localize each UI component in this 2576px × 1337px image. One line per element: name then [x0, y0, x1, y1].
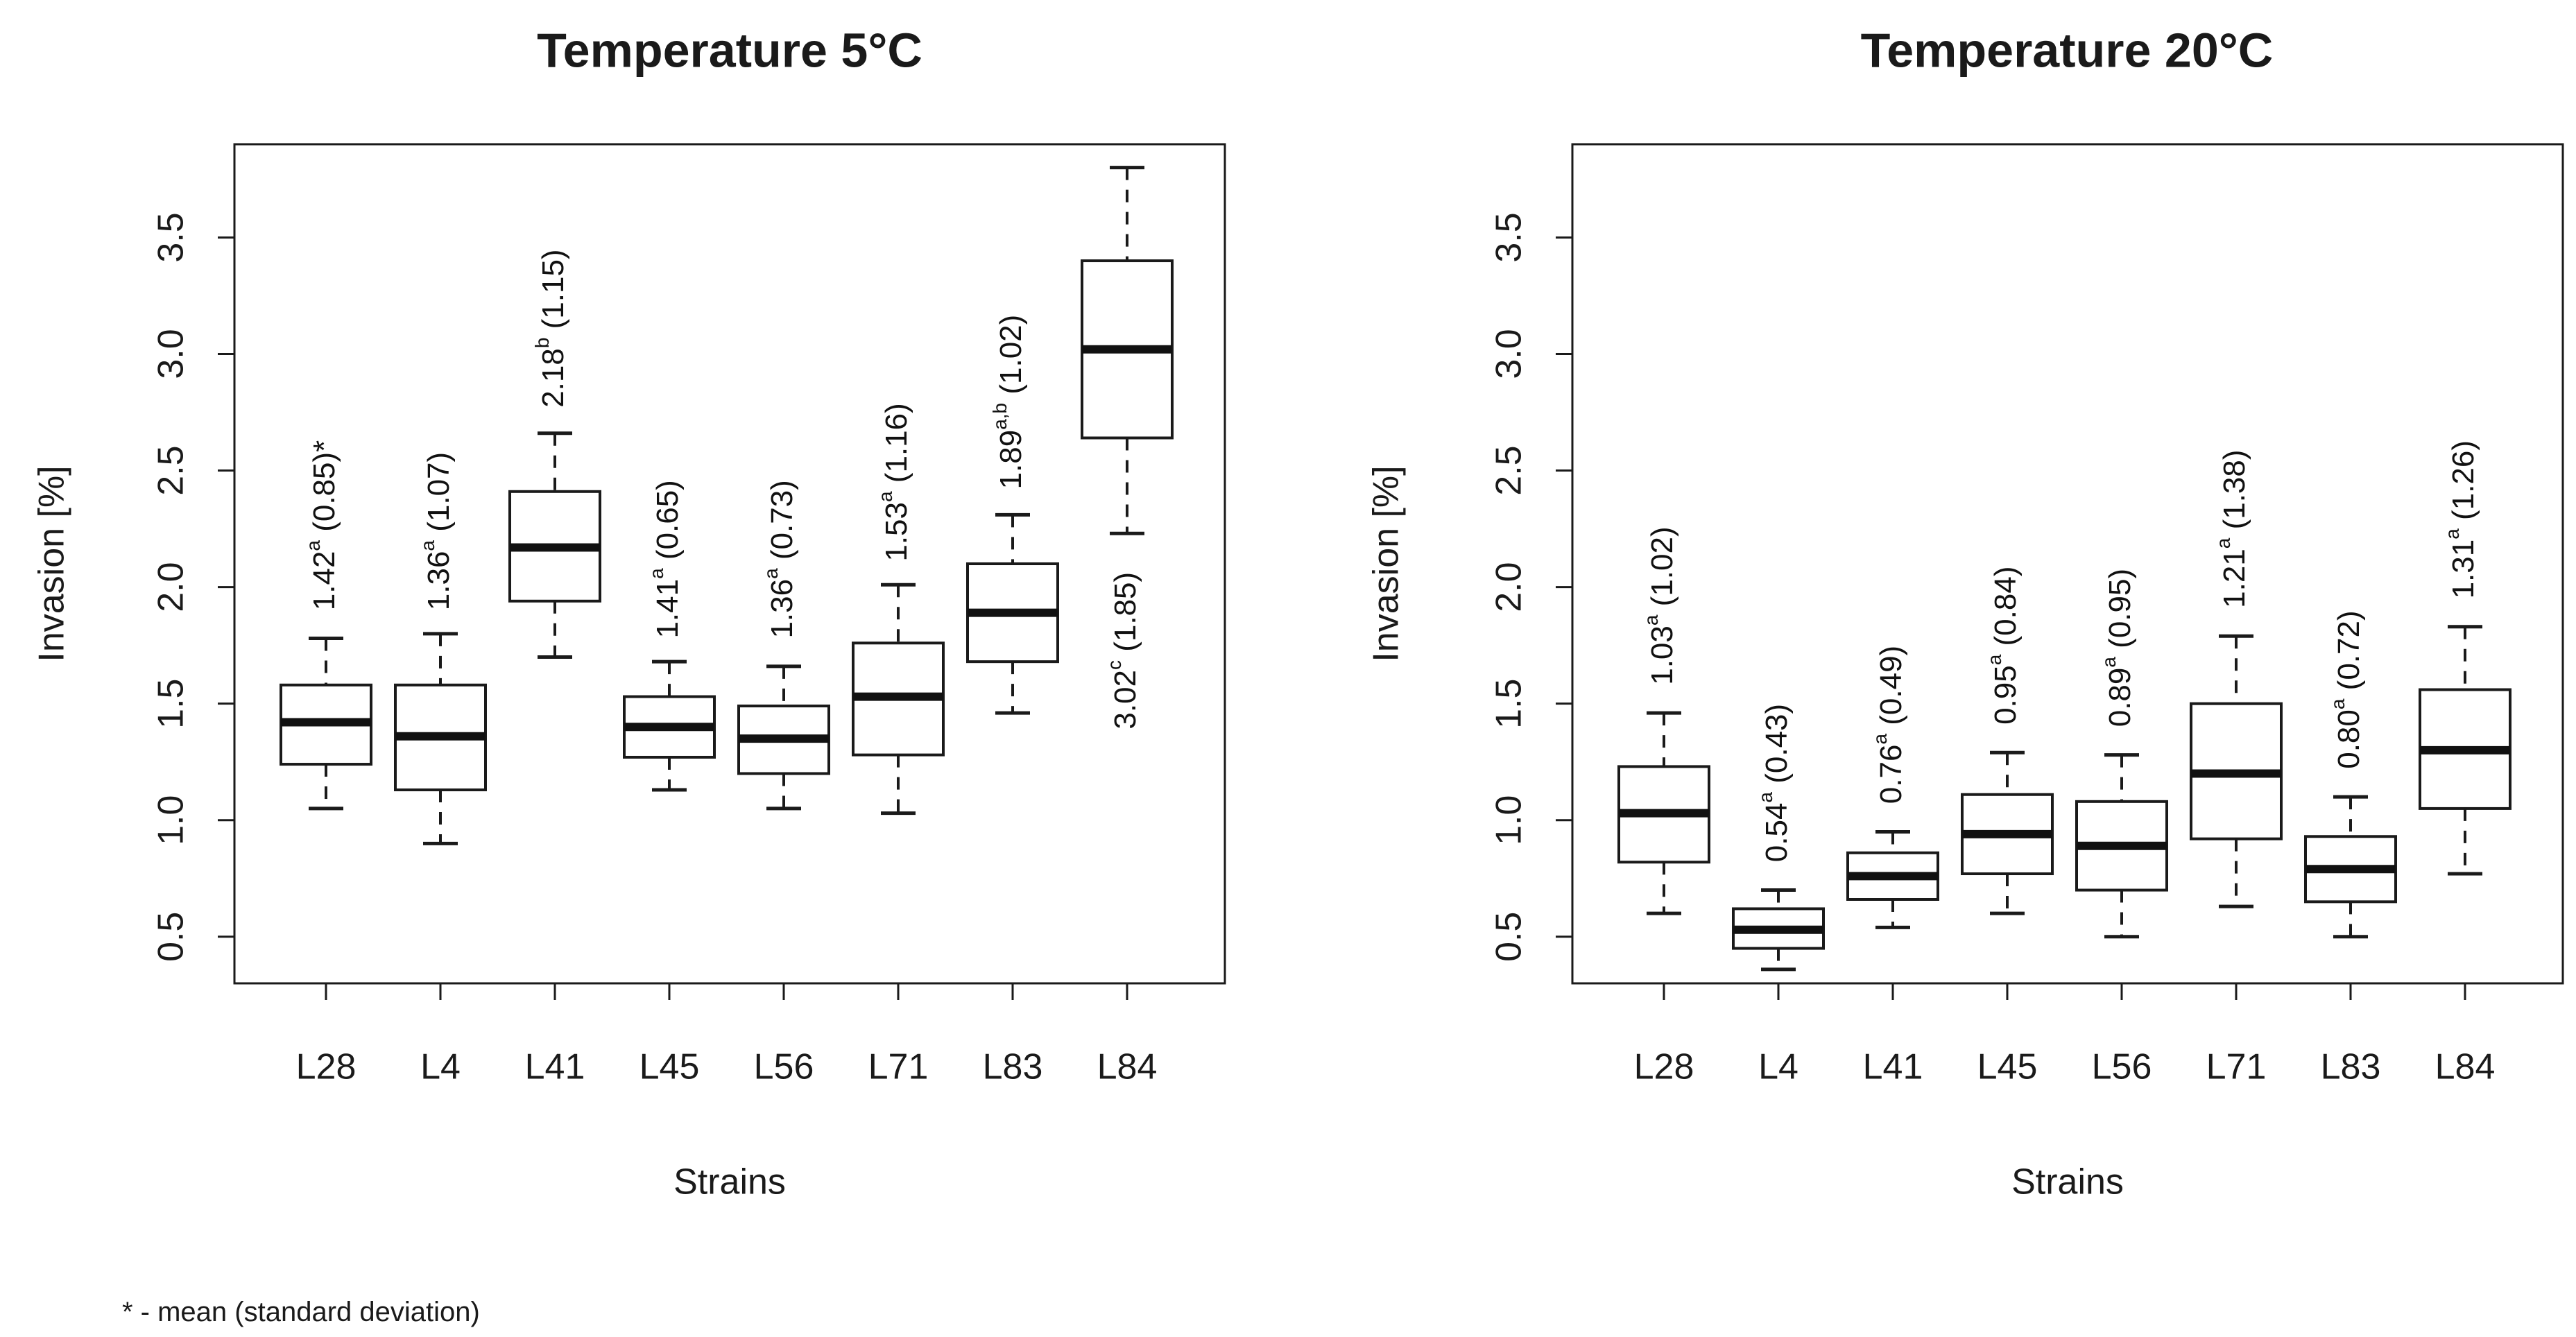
x-tick-label: L45	[639, 1047, 700, 1087]
x-axis-label: Strains	[673, 1162, 786, 1202]
y-tick-label: 1.5	[1489, 679, 1529, 729]
mean-sd-annotation: 1.36a (1.07)	[417, 452, 455, 610]
y-axis-label: Invasion [%]	[1366, 465, 1407, 662]
chart-panel-2: Temperature 20°C 0.5 1.0 1.5 2.0 2.5 3.0 3.5 Inv…	[1366, 23, 2564, 1202]
y-axis-label: Invasion [%]	[32, 465, 72, 662]
x-tick-label: L28	[1634, 1047, 1694, 1087]
chart-title: Temperature 20°C	[1861, 23, 2274, 77]
y-tick-label: 3.5	[1489, 212, 1529, 262]
y-tick-label: 2.5	[1489, 445, 1529, 495]
x-tick-label: L56	[2092, 1047, 2152, 1087]
box-L41: L41 2.18b (1.15)	[508, 249, 601, 1087]
y-tick-label: 3.5	[151, 212, 191, 262]
x-tick-label: L41	[1863, 1047, 1923, 1087]
box-L56: L56 0.89a (0.95)	[2075, 569, 2168, 1087]
mean-sd-annotation: 1.89a,b (1.02)	[989, 315, 1027, 490]
box-L71: L71 1.21a (1.38)	[2190, 449, 2283, 1087]
x-tick-label: L71	[2206, 1047, 2267, 1087]
plot-frame	[233, 143, 1226, 985]
box-L84: L84 1.31a (1.26)	[2419, 440, 2511, 1087]
mean-sd-annotation: 1.42a (0.85)*	[302, 440, 341, 611]
chart-title: Temperature 5°C	[537, 23, 922, 77]
x-tick-label: L4	[420, 1047, 461, 1087]
x-tick-label: L45	[1977, 1047, 2038, 1087]
y-tick-label: 1.0	[151, 795, 191, 845]
mean-sd-annotation: 1.36a (0.73)	[760, 480, 798, 638]
x-tick-label: L56	[754, 1047, 814, 1087]
mean-sd-annotation: 1.41a (0.65)	[646, 480, 684, 638]
x-tick-label: L41	[525, 1047, 585, 1087]
chart-panel-1: Temperature 5°C 0.5 1.0 1.5 2.0 2.5 3.0 3.5 Inva…	[32, 23, 1226, 1202]
box-L28: L28 1.42a (0.85)*	[280, 440, 372, 1087]
x-tick-label: L4	[1758, 1047, 1798, 1087]
mean-sd-annotation: 1.31a (1.26)	[2441, 440, 2480, 598]
mean-sd-annotation: 3.02c (1.85)	[1104, 572, 1142, 730]
mean-sd-annotation: 1.21a (1.38)	[2213, 449, 2251, 607]
plot-frame	[1571, 143, 2564, 985]
y-tick-label: 3.0	[151, 329, 191, 379]
mean-sd-annotation: 0.95a (0.84)	[1984, 567, 2022, 725]
mean-sd-annotation: 0.54a (0.43)	[1755, 704, 1793, 862]
y-tick-label: 1.5	[151, 679, 191, 729]
box-L56: L56 1.36a (0.73)	[737, 480, 830, 1087]
x-tick-label: L83	[983, 1047, 1043, 1087]
box-L28: L28 1.03a (1.02)	[1617, 526, 1710, 1087]
box-L71: L71 1.53a (1.16)	[852, 403, 945, 1087]
x-axis-label: Strains	[2011, 1162, 2124, 1202]
box-L83: L83 0.80a (0.72)	[2304, 610, 2397, 1087]
mean-sd-annotation: 0.76a (0.49)	[1869, 646, 1907, 804]
box-L4: L4 1.36a (1.07)	[394, 452, 487, 1087]
x-tick-label: L71	[868, 1047, 929, 1087]
box-L84: L84 3.02c (1.85)	[1081, 166, 1174, 1087]
mean-sd-annotation: 1.03a (1.02)	[1640, 526, 1678, 684]
y-tick-label: 0.5	[151, 912, 191, 962]
box-L4: L4 0.54a (0.43)	[1732, 704, 1825, 1087]
y-tick-label: 2.5	[151, 445, 191, 495]
y-tick-label: 1.0	[1489, 795, 1529, 845]
y-tick-label: 2.0	[151, 562, 191, 612]
mean-sd-annotation: 2.18b (1.15)	[531, 249, 569, 407]
x-tick-label: L28	[296, 1047, 357, 1087]
mean-sd-annotation: 0.89a (0.95)	[2098, 569, 2136, 727]
mean-sd-annotation: 1.53a (1.16)	[875, 403, 913, 561]
box-L83: L83 1.89a,b (1.02)	[966, 315, 1059, 1087]
footnote: * - mean (standard deviation)	[122, 1297, 480, 1327]
box-L41: L41 0.76a (0.49)	[1846, 646, 1939, 1087]
x-tick-label: L83	[2321, 1047, 2381, 1087]
x-tick-label: L84	[2435, 1047, 2496, 1087]
box-L45: L45 1.41a (0.65)	[623, 480, 716, 1087]
y-tick-label: 2.0	[1489, 562, 1529, 612]
box-L45: L45 0.95a (0.84)	[1961, 567, 2054, 1087]
y-tick-label: 0.5	[1489, 912, 1529, 962]
y-tick-label: 3.0	[1489, 329, 1529, 379]
x-tick-label: L84	[1097, 1047, 1158, 1087]
mean-sd-annotation: 0.80a (0.72)	[2327, 610, 2365, 768]
